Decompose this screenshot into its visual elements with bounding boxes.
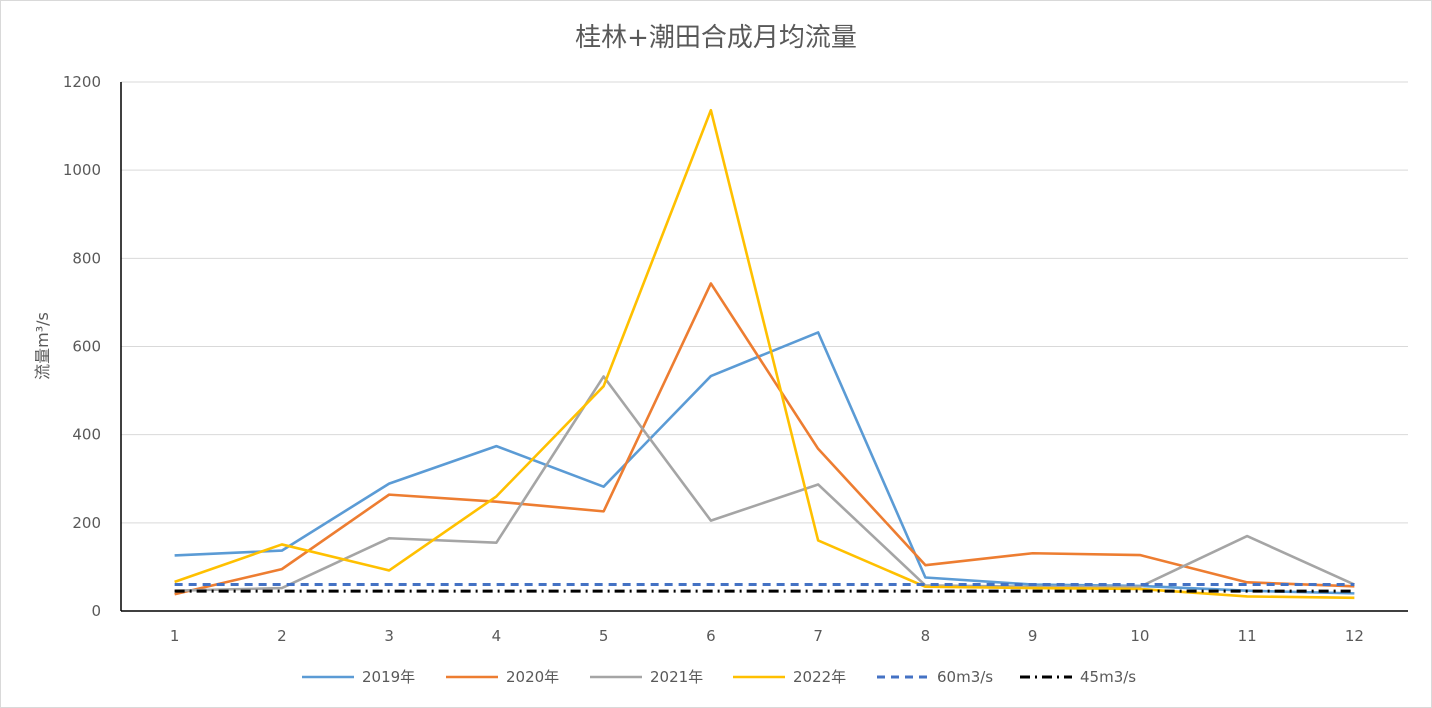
- y-tick-label: 1200: [63, 73, 101, 91]
- x-tick-label: 8: [921, 627, 931, 645]
- legend[interactable]: 2019年 2020年 2021年 2022年 60m3/s 45m3/s: [302, 668, 1136, 686]
- y-axis-label: 流量m³/s: [33, 312, 52, 380]
- legend-label: 2021年: [650, 668, 703, 686]
- y-tick-label: 600: [72, 338, 101, 356]
- series-lines: [174, 108, 1355, 600]
- x-tick-label: 2: [277, 627, 287, 645]
- y-tick-label: 0: [91, 602, 101, 620]
- y-tick-labels: 0 200 400 600 800 1000 1200: [63, 73, 101, 620]
- legend-item-5[interactable]: 45m3/s: [1020, 668, 1136, 686]
- legend-label: 2020年: [506, 668, 559, 686]
- legend-item-1[interactable]: 2020年: [446, 668, 559, 686]
- legend-label: 60m3/s: [937, 668, 993, 686]
- y-tick-label: 800: [72, 249, 101, 267]
- legend-label: 2019年: [362, 668, 415, 686]
- legend-label: 45m3/s: [1080, 668, 1136, 686]
- series-line-0: [174, 331, 1355, 595]
- x-tick-label: 11: [1238, 627, 1257, 645]
- legend-item-0[interactable]: 2019年: [302, 668, 415, 686]
- series-line-2: [174, 375, 1355, 593]
- x-tick-label: 12: [1345, 627, 1364, 645]
- y-tick-label: 1000: [63, 161, 101, 179]
- gridlines: [121, 81, 1408, 524]
- y-tick-label: 400: [72, 426, 101, 444]
- x-tick-label: 4: [492, 627, 502, 645]
- x-tick-label: 10: [1130, 627, 1149, 645]
- x-tick-label: 3: [384, 627, 394, 645]
- x-tick-label: 7: [813, 627, 823, 645]
- x-tick-label: 9: [1028, 627, 1038, 645]
- x-tick-labels: 1 2 3 4 5 6 7 8 9 10 11 12: [170, 627, 1364, 645]
- x-tick-label: 1: [170, 627, 180, 645]
- axes: [120, 82, 1408, 612]
- y-tick-label: 200: [72, 514, 101, 532]
- series-line-1: [174, 282, 1355, 596]
- x-tick-label: 5: [599, 627, 609, 645]
- x-tick-label: 6: [706, 627, 716, 645]
- legend-item-4[interactable]: 60m3/s: [877, 668, 993, 686]
- legend-label: 2022年: [793, 668, 846, 686]
- chart-title: 桂林+潮田合成月均流量: [575, 23, 857, 53]
- legend-item-3[interactable]: 2022年: [733, 668, 846, 686]
- legend-item-2[interactable]: 2021年: [590, 668, 703, 686]
